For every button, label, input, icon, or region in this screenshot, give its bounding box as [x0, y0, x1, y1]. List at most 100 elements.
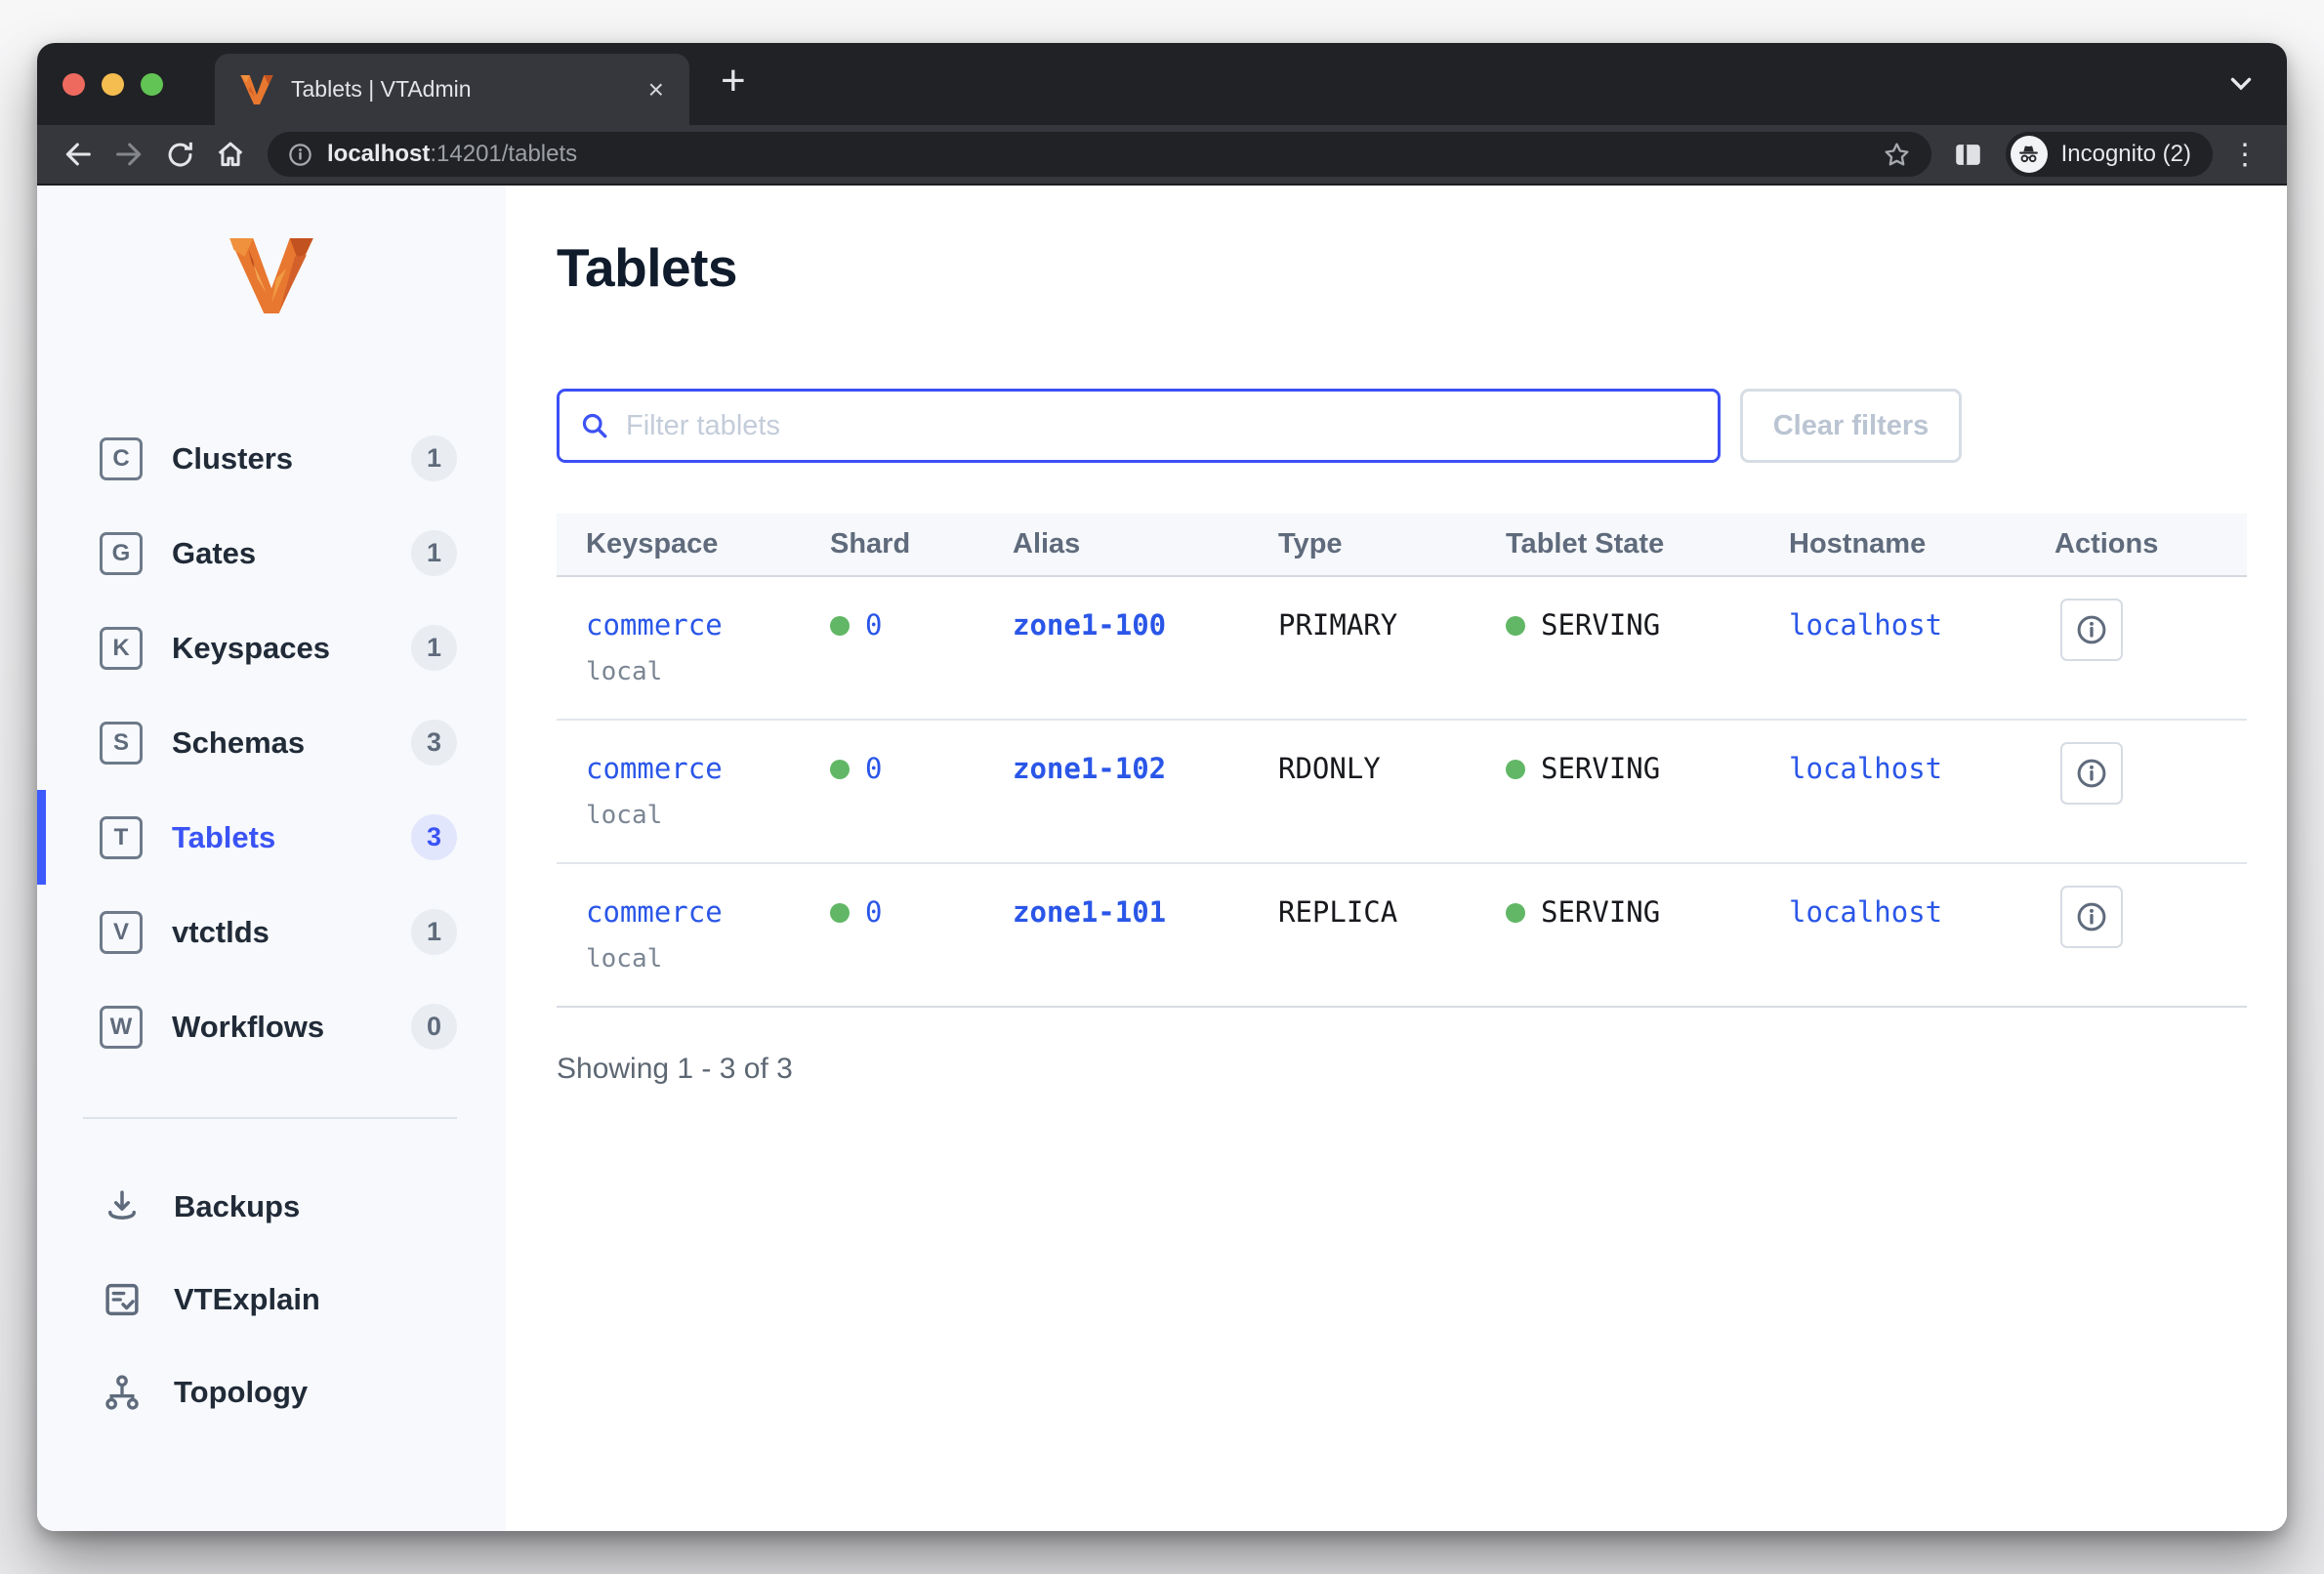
sidebar-item-label: Topology	[174, 1374, 309, 1409]
gates-icon: G	[100, 531, 143, 575]
clear-filters-button[interactable]: Clear filters	[1740, 389, 1962, 463]
address-bar[interactable]: localhost:14201/tablets	[268, 132, 1931, 177]
hostname-link[interactable]: localhost	[1789, 895, 1943, 929]
sidebar-item-schemas[interactable]: S Schemas 3	[37, 695, 506, 790]
shard-link[interactable]: 0	[865, 752, 883, 785]
clusters-icon: C	[100, 436, 143, 480]
tab-title: Tablets | VTAdmin	[291, 76, 472, 102]
table-row: commerce local 0 zone1-102 RDONLY SERVIN…	[557, 720, 2247, 864]
incognito-badge[interactable]: Incognito (2)	[2005, 132, 2213, 177]
shard-link[interactable]: 0	[865, 608, 883, 642]
sidebar-item-label: Workflows	[172, 1009, 325, 1044]
browser-toolbar: localhost:14201/tablets Incognito (2) ⋮	[37, 125, 2287, 186]
sidebar-item-backups[interactable]: Backups	[37, 1160, 506, 1253]
sidebar-nav: C Clusters 1 G Gates 1 K Keyspaces 1 S S…	[37, 411, 506, 1074]
window-controls	[62, 43, 163, 125]
serving-dot-icon	[1506, 616, 1525, 636]
back-icon[interactable]	[53, 131, 104, 178]
alias-link[interactable]: zone1-100	[1013, 608, 1167, 642]
tablet-state: SERVING	[1541, 895, 1661, 929]
document-check-icon	[100, 1277, 145, 1322]
row-info-button[interactable]	[2060, 886, 2123, 948]
browser-tab[interactable]: Tablets | VTAdmin ×	[215, 54, 689, 125]
download-icon	[100, 1184, 145, 1229]
sidebar-item-workflows[interactable]: W Workflows 0	[37, 979, 506, 1074]
page-title: Tablets	[557, 237, 737, 298]
alias-link[interactable]: zone1-101	[1013, 895, 1167, 929]
count-badge: 1	[411, 625, 457, 671]
serving-dot-icon	[830, 903, 850, 923]
row-info-button[interactable]	[2060, 599, 2123, 661]
incognito-label: Incognito (2)	[2060, 141, 2191, 167]
count-badge: 1	[411, 435, 457, 481]
sidebar-item-vtctlds[interactable]: V vtctlds 1	[37, 885, 506, 979]
header-keyspace: Keyspace	[557, 514, 830, 577]
sidebar-item-topology[interactable]: Topology	[37, 1346, 506, 1438]
sidebar-item-label: Backups	[174, 1188, 301, 1223]
minimize-window-button[interactable]	[102, 72, 124, 96]
header-hostname: Hostname	[1789, 514, 2054, 577]
keyspaces-icon: K	[100, 626, 143, 670]
keyspace-link[interactable]: commerce	[586, 752, 723, 785]
sidebar-item-vtexplain[interactable]: VTExplain	[37, 1253, 506, 1346]
header-shard: Shard	[830, 514, 1013, 577]
sidebar-item-clusters[interactable]: C Clusters 1	[37, 411, 506, 506]
site-info-icon[interactable]	[287, 142, 313, 168]
close-window-button[interactable]	[62, 72, 85, 96]
vtctlds-icon: V	[100, 910, 143, 954]
hostname-link[interactable]: localhost	[1789, 608, 1943, 642]
tablet-state: SERVING	[1541, 608, 1661, 642]
workflows-icon: W	[100, 1005, 143, 1049]
serving-dot-icon	[1506, 903, 1525, 923]
bookmark-star-icon[interactable]	[1882, 140, 1912, 170]
sidebar-item-label: vtctlds	[172, 914, 270, 949]
side-panel-icon[interactable]	[1943, 131, 1994, 178]
cluster-name: local	[586, 657, 663, 686]
keyspace-link[interactable]: commerce	[586, 608, 723, 642]
tab-search-chevron-icon[interactable]	[2224, 66, 2258, 100]
sidebar-tools: Backups VTExplain Topology	[37, 1160, 506, 1438]
search-icon	[579, 410, 610, 441]
filter-tablets-input[interactable]	[626, 409, 1698, 442]
filter-row: Clear filters	[557, 389, 2248, 463]
row-info-button[interactable]	[2060, 742, 2123, 805]
tablet-state: SERVING	[1541, 752, 1661, 785]
new-tab-button[interactable]: +	[721, 57, 746, 104]
alias-link[interactable]: zone1-102	[1013, 752, 1167, 785]
zoom-window-button[interactable]	[141, 72, 163, 96]
serving-dot-icon	[1506, 760, 1525, 779]
vitess-favicon-icon	[240, 74, 273, 104]
browser-window: Tablets | VTAdmin × + localhost:14201/ta…	[37, 43, 2287, 1531]
sidebar-item-keyspaces[interactable]: K Keyspaces 1	[37, 601, 506, 695]
tablets-icon: T	[100, 815, 143, 859]
tab-close-icon[interactable]: ×	[647, 73, 664, 104]
count-badge: 3	[411, 814, 457, 860]
sidebar: C Clusters 1 G Gates 1 K Keyspaces 1 S S…	[37, 186, 506, 1531]
sidebar-item-tablets[interactable]: T Tablets 3	[37, 790, 506, 885]
hostname-link[interactable]: localhost	[1789, 752, 1943, 785]
keyspace-link[interactable]: commerce	[586, 895, 723, 929]
cluster-name: local	[586, 801, 663, 830]
sidebar-item-label: Clusters	[172, 440, 294, 476]
serving-dot-icon	[830, 616, 850, 636]
browser-menu-icon[interactable]: ⋮	[2230, 138, 2260, 171]
reload-icon[interactable]	[154, 131, 205, 178]
shard-link[interactable]: 0	[865, 895, 883, 929]
sidebar-item-label: Gates	[172, 535, 257, 570]
incognito-icon	[2010, 136, 2048, 173]
filter-input-wrapper	[557, 389, 1721, 463]
home-icon[interactable]	[205, 131, 256, 178]
table-row: commerce local 0 zone1-100 PRIMARY SERVI…	[557, 576, 2247, 721]
topology-icon	[100, 1370, 145, 1415]
sidebar-item-label: VTExplain	[174, 1281, 320, 1316]
url-text[interactable]: localhost:14201/tablets	[327, 141, 1882, 168]
count-badge: 3	[411, 720, 457, 766]
tablet-type: REPLICA	[1278, 863, 1506, 1008]
url-host: localhost	[327, 141, 431, 167]
header-tablet-state: Tablet State	[1506, 514, 1789, 577]
sidebar-item-gates[interactable]: G Gates 1	[37, 506, 506, 601]
tablet-type: PRIMARY	[1278, 576, 1506, 721]
table-row: commerce local 0 zone1-101 REPLICA SERVI…	[557, 863, 2247, 1008]
main-panel: Tablets Clear filters Keyspace Shard Ali	[506, 186, 2287, 1531]
forward-icon[interactable]	[104, 131, 154, 178]
